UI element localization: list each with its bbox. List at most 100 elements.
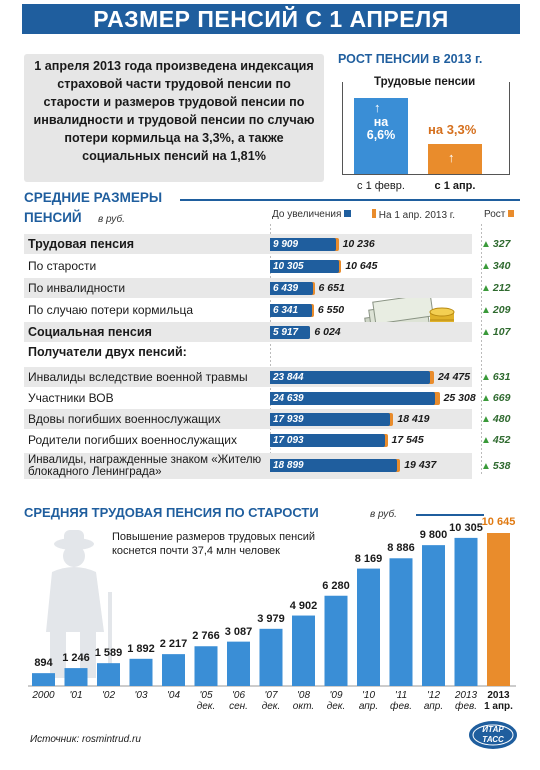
pension-value-label: 8 169 [354,552,383,565]
growth-number: 340 [492,260,511,272]
growth-up-icon: ▲ [481,261,491,272]
x-axis-year: '08 [296,690,311,701]
bar-before: 6 341 [270,303,313,317]
growth-up-icon: ▲ [481,283,491,294]
growth-value: ▲ 209 [481,300,519,321]
pension-value-label: 6 280 [322,579,350,592]
avg-section-title-2: ПЕНСИЙ [24,210,82,225]
bar-before: 23 844 [270,370,430,384]
pension-value-label: 1 892 [127,642,155,655]
pension-value-label: 8 886 [387,542,415,555]
row-label: Инвалиды, награжденные знаком «Жителю бл… [28,454,262,478]
row-background [24,234,472,254]
x-axis-month: окт. [292,701,315,712]
row-label: Участники ВОВ [28,391,114,405]
growth-number: 538 [492,460,511,472]
pension-bar [454,537,478,686]
growth-panel-frame [342,82,510,175]
growth-number: 107 [492,326,511,338]
bar-before: 6 439 [270,281,314,295]
source-text: Источник: rosmintrud.ru [30,734,141,745]
pension-bar [389,558,413,686]
legend-divider-right [481,224,482,474]
x-axis-month: апр. [423,701,444,712]
x-axis-label: '02 [91,690,127,701]
elderly-person-icon [46,530,112,678]
feb-date: с 1 февр. [357,180,405,192]
x-axis-year: '09 [329,690,343,701]
x-axis-month: дек. [196,701,216,712]
growth-up-icon: ▲ [481,414,491,425]
bar-before: 17 093 [270,433,385,447]
growth-number: 669 [492,392,511,404]
bar-before: 24 639 [270,391,436,405]
pension-bar [194,646,218,686]
apr-growth-bar: ↑ [428,144,482,174]
value-after: 6 024 [314,325,341,338]
x-axis-month: апр. [358,701,379,712]
growth-value: ▲ 212 [481,278,519,299]
x-axis-year: '06 [231,690,246,701]
itar-tass-logo-icon [469,721,517,749]
apr-growth-label: на 3,3% [428,122,477,137]
x-axis-month: дек. [261,701,281,712]
pension-bar [259,628,283,686]
x-axis-year: 2013 [487,690,510,701]
x-axis-label: '07 дек. [253,690,289,712]
legend-after: На 1 апр. 2013 г. [372,209,455,221]
avg-section-title-1: СРЕДНИЕ РАЗМЕРЫ [24,190,163,205]
pension-bar [292,615,315,686]
x-axis-label: 2013 1 апр. [481,690,517,712]
value-after: 6 651 [318,281,345,294]
pensioner-silhouette [30,522,140,682]
x-axis-label: '10 апр. [351,690,387,712]
growth-panel: РОСТ ПЕНСИИ в 2013 г. Трудовые пенсии ↑ … [332,40,520,198]
x-axis-label: '06 сен. [221,690,257,712]
legend-after-swatch [372,209,376,218]
growth-number: 327 [492,238,511,250]
legend-growth-swatch [508,210,515,217]
x-axis-year: '03 [134,690,148,701]
growth-panel-title: РОСТ ПЕНСИИ в 2013 г. [338,52,483,66]
pension-bar [32,673,55,686]
legend-before-swatch [344,210,352,217]
old-age-title-rule [416,514,484,516]
value-after: 6 550 [317,303,345,316]
row-label: Инвалиды вследствие военной травмы [28,370,248,384]
x-axis-label: 2013 фев. [448,690,484,712]
pension-bar [129,658,153,686]
bar-before: 18 899 [270,459,397,472]
pension-value-label: 10 305 [449,521,483,534]
arrow-up-icon: ↑ [448,150,455,165]
itar-tass-logo-text: ИТАР ТАСС [482,725,504,744]
pension-value-label: 3 979 [257,612,285,625]
growth-number: 480 [492,413,511,425]
row-background [24,322,472,342]
x-axis-year: '01 [69,690,83,701]
row-label: По инвалидности [28,281,126,295]
pension-bar [324,595,348,686]
legend-divider-left [270,224,271,474]
pension-bar [97,663,120,686]
bar-before: 5 917 [270,325,310,339]
legend-before: До увеличения [272,209,352,220]
pension-value-label: 2 217 [159,638,188,651]
growth-up-icon: ▲ [481,305,491,316]
value-after: 19 437 [404,459,437,471]
x-axis-year: 2000 [32,690,55,701]
growth-value: ▲ 669 [481,388,519,409]
x-axis-month: сен. [229,701,248,712]
x-axis-year: '05 [199,690,213,701]
pension-bar [422,545,445,686]
pension-value-label: 1 246 [62,652,90,665]
pension-bar [357,568,380,686]
x-axis-month: фев. [454,701,478,712]
apr-date: с 1 апр. [434,180,476,192]
growth-value: ▲ 107 [481,322,519,343]
growth-number: 452 [492,434,511,446]
feb-growth-label: на 6,6% [366,115,396,142]
value-after: 10 645 [345,259,378,272]
legend-before-label: До увеличения [272,209,342,220]
row-label: По старости [28,259,97,273]
